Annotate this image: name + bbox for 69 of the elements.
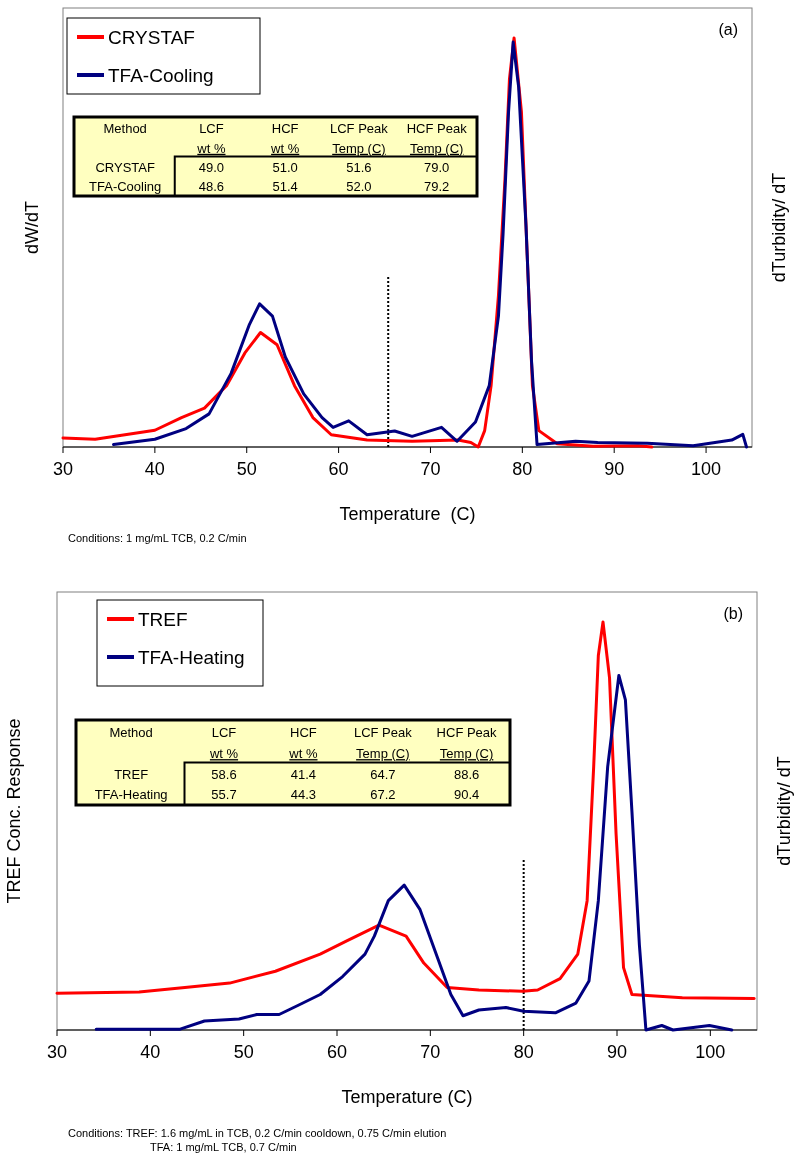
x-tick-label: 60 <box>326 1042 348 1062</box>
annotation: 58.6 <box>211 766 237 782</box>
annotation: 90.4 <box>453 786 480 802</box>
x-tick-label: 70 <box>420 1042 441 1062</box>
annotation: LCF <box>199 121 224 137</box>
annotation: 67.2 <box>370 786 396 802</box>
x-tick-label: 80 <box>512 459 533 479</box>
annotation: 51.4 <box>272 178 298 194</box>
annotation: LCF Peak <box>353 724 413 740</box>
annotation: 64.7 <box>370 766 396 782</box>
text: Conditions: TREF: 1.6 mg/mL in TCB, 0.2 C/min cooldown, 0.75 C/min elution <box>68 1127 447 1139</box>
x-tick-label: 70 <box>420 459 441 479</box>
x-tick-label: 30 <box>52 459 74 479</box>
annotation: wt % <box>196 140 226 156</box>
annotation: wt % <box>270 140 300 156</box>
annotation: 52.0 <box>346 178 372 194</box>
x-tick-label: 60 <box>328 459 349 479</box>
annotation: Temp (C) <box>439 746 494 762</box>
annotation: 49.0 <box>198 159 225 175</box>
annotation: HCF <box>290 724 317 740</box>
annotation: Temp (C) <box>332 140 386 156</box>
annotation: LCF <box>211 724 237 740</box>
x-tick-label: 100 <box>695 1042 726 1062</box>
y-axis-title: dW/dT <box>22 200 42 255</box>
x-tick-label: 30 <box>46 1042 68 1062</box>
x-tick-label: 50 <box>233 1042 254 1062</box>
annotation: (a) <box>718 21 738 38</box>
annotation: wt % <box>288 746 318 762</box>
x-tick-label: 40 <box>144 459 165 479</box>
annotation: Temp (C) <box>356 746 410 762</box>
x-tick-label: 100 <box>691 459 722 479</box>
y2-axis-title: dTurbidity/ dT <box>769 172 789 283</box>
x-tick-label: 80 <box>513 1042 534 1062</box>
legend-label: CRYSTAF <box>108 27 195 48</box>
annotation: Method <box>103 121 147 137</box>
text: Conditions: 1 mg/mL TCB, 0.2 C/min <box>68 532 247 544</box>
annotation: 79.0 <box>424 159 450 175</box>
annotation: 44.3 <box>290 786 317 802</box>
x-axis-title: Temperature (C) <box>341 1087 473 1107</box>
annotation: 55.7 <box>211 786 237 802</box>
annotation: LCF Peak <box>330 121 389 137</box>
x-tick-label: 40 <box>140 1042 161 1062</box>
annotation: 88.6 <box>453 766 480 782</box>
y-axis-title: TREF Conc. Response <box>4 718 24 904</box>
annotation: 51.0 <box>272 159 298 175</box>
annotation: wt % <box>208 746 239 762</box>
annotation: TFA-Heating <box>94 786 168 802</box>
annotation: 48.6 <box>198 178 225 194</box>
x-axis-title: Temperature (C) <box>339 504 476 524</box>
annotation: (b) <box>723 605 743 622</box>
annotation: Method <box>109 724 153 740</box>
annotation: HCF <box>271 121 299 137</box>
annotation: HCF Peak <box>436 724 498 740</box>
x-tick-label: 90 <box>604 459 625 479</box>
annotation: 79.2 <box>424 178 450 194</box>
annotation: 41.4 <box>290 766 317 782</box>
legend-label: TFA-Cooling <box>108 65 214 86</box>
legend-label: TREF <box>138 609 188 630</box>
annotation: HCF Peak <box>406 121 468 137</box>
text: TFA: 1 mg/mL TCB, 0.7 C/min <box>150 1141 297 1153</box>
annotation: Temp (C) <box>409 140 464 156</box>
x-tick-label: 90 <box>606 1042 628 1062</box>
x-tick-label: 50 <box>236 459 257 479</box>
legend-label: TFA-Heating <box>138 647 245 668</box>
y2-axis-title: dTurbidity/ dT <box>774 756 794 866</box>
annotation: TFA-Cooling <box>89 178 162 194</box>
annotation: CRYSTAF <box>95 159 155 175</box>
annotation: TREF <box>114 766 149 782</box>
annotation: 51.6 <box>346 159 372 175</box>
